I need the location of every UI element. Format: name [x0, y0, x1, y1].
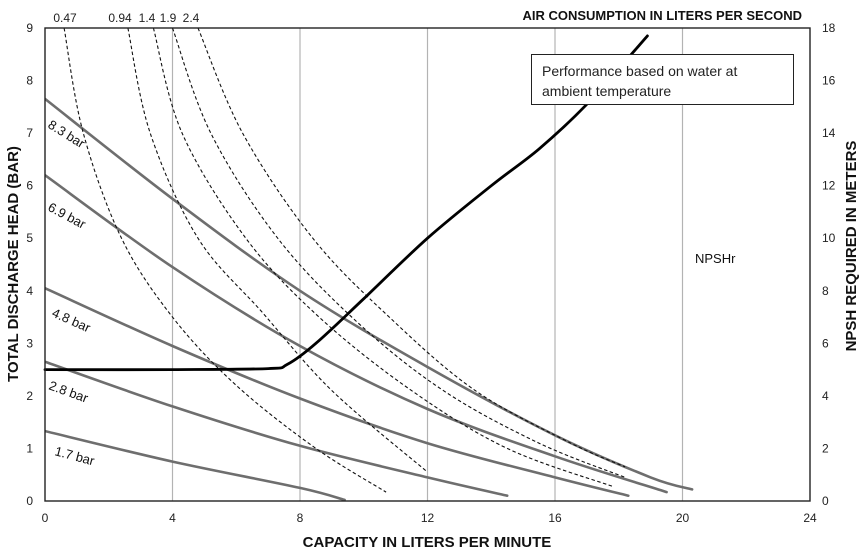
- y2-tick-label: 18: [822, 21, 836, 35]
- air-consumption-curve: [127, 28, 428, 473]
- x-tick-label: 16: [548, 511, 562, 525]
- npshr-curve-group: NPSHr: [43, 34, 736, 372]
- y2-tick-label: 14: [822, 126, 836, 140]
- x-tick-label: 8: [297, 511, 304, 525]
- pressure-curves: [45, 97, 694, 501]
- y-tick-label: 9: [26, 21, 33, 35]
- pressure-curve: [45, 286, 630, 497]
- air-consumption-label: 1.9: [160, 11, 177, 25]
- npshr-curve: [43, 34, 649, 372]
- air-consumption-curve: [171, 28, 626, 478]
- air-consumption-labels: 0.47 0.94 1.4 1.9 2.4: [53, 11, 199, 25]
- y2-tick-labels: 0 2 4 6 8 10 12 14 16 18: [822, 21, 836, 508]
- air-consumption-title: AIR CONSUMPTION IN LITERS PER SECOND: [522, 8, 802, 23]
- pressure-curve-label: 8.3 bar: [45, 117, 88, 152]
- x-tick-label: 12: [421, 511, 435, 525]
- y-tick-labels: 0 1 2 3 4 5 6 7 8 9: [26, 21, 33, 508]
- air-consumption-curves: [63, 28, 626, 493]
- y2-tick-label: 4: [822, 389, 829, 403]
- y-tick-label: 5: [26, 231, 33, 245]
- y-tick-label: 8: [26, 74, 33, 88]
- pressure-curve: [45, 429, 346, 501]
- air-consumption-curve: [63, 28, 387, 493]
- y2-tick-label: 8: [822, 284, 829, 298]
- y2-tick-label: 12: [822, 179, 836, 193]
- plot-frame: [44, 27, 811, 502]
- air-consumption-curve: [197, 28, 626, 468]
- pressure-curve-label: 2.8 bar: [47, 378, 91, 406]
- y2-tick-label: 2: [822, 441, 829, 455]
- air-consumption-label: 0.47: [53, 11, 77, 25]
- y-tick-label: 4: [26, 284, 33, 298]
- performance-note: Performance based on water at ambient te…: [531, 54, 794, 105]
- x-tick-label: 20: [676, 511, 690, 525]
- pressure-curve: [45, 97, 694, 491]
- y-tick-label: 6: [26, 179, 33, 193]
- air-consumption-label: 0.94: [108, 11, 132, 25]
- y-tick-label: 2: [26, 389, 33, 403]
- y2-tick-label: 16: [822, 74, 836, 88]
- pressure-curve-label: 1.7 bar: [53, 443, 97, 468]
- x-tick-label: 24: [803, 511, 817, 525]
- pressure-curve: [45, 173, 668, 494]
- y-tick-label: 7: [26, 126, 33, 140]
- y2-tick-label: 10: [822, 231, 836, 245]
- y-axis-title: TOTAL DISCHARGE HEAD (BAR): [5, 146, 22, 382]
- y-tick-label: 0: [26, 494, 33, 508]
- air-consumption-curve: [152, 28, 613, 487]
- air-consumption-label: 1.4: [139, 11, 156, 25]
- chart-grid: [171, 28, 684, 501]
- pressure-curve-label: 4.8 bar: [50, 305, 94, 335]
- y2-tick-label: 6: [822, 336, 829, 350]
- x-tick-label: 4: [169, 511, 176, 525]
- x-tick-labels: 0 4 8 12 16 20 24: [42, 511, 817, 525]
- npshr-label: NPSHr: [695, 251, 736, 266]
- air-consumption-label: 2.4: [183, 11, 200, 25]
- y2-tick-label: 0: [822, 494, 829, 508]
- x-axis-title: CAPACITY IN LITERS PER MINUTE: [303, 534, 552, 551]
- x-tick-label: 0: [42, 511, 49, 525]
- y-tick-label: 3: [26, 336, 33, 350]
- pressure-curve: [45, 360, 509, 497]
- y-tick-label: 1: [26, 441, 33, 455]
- y2-axis-title: NPSH REQUIRED IN METERS: [843, 141, 860, 352]
